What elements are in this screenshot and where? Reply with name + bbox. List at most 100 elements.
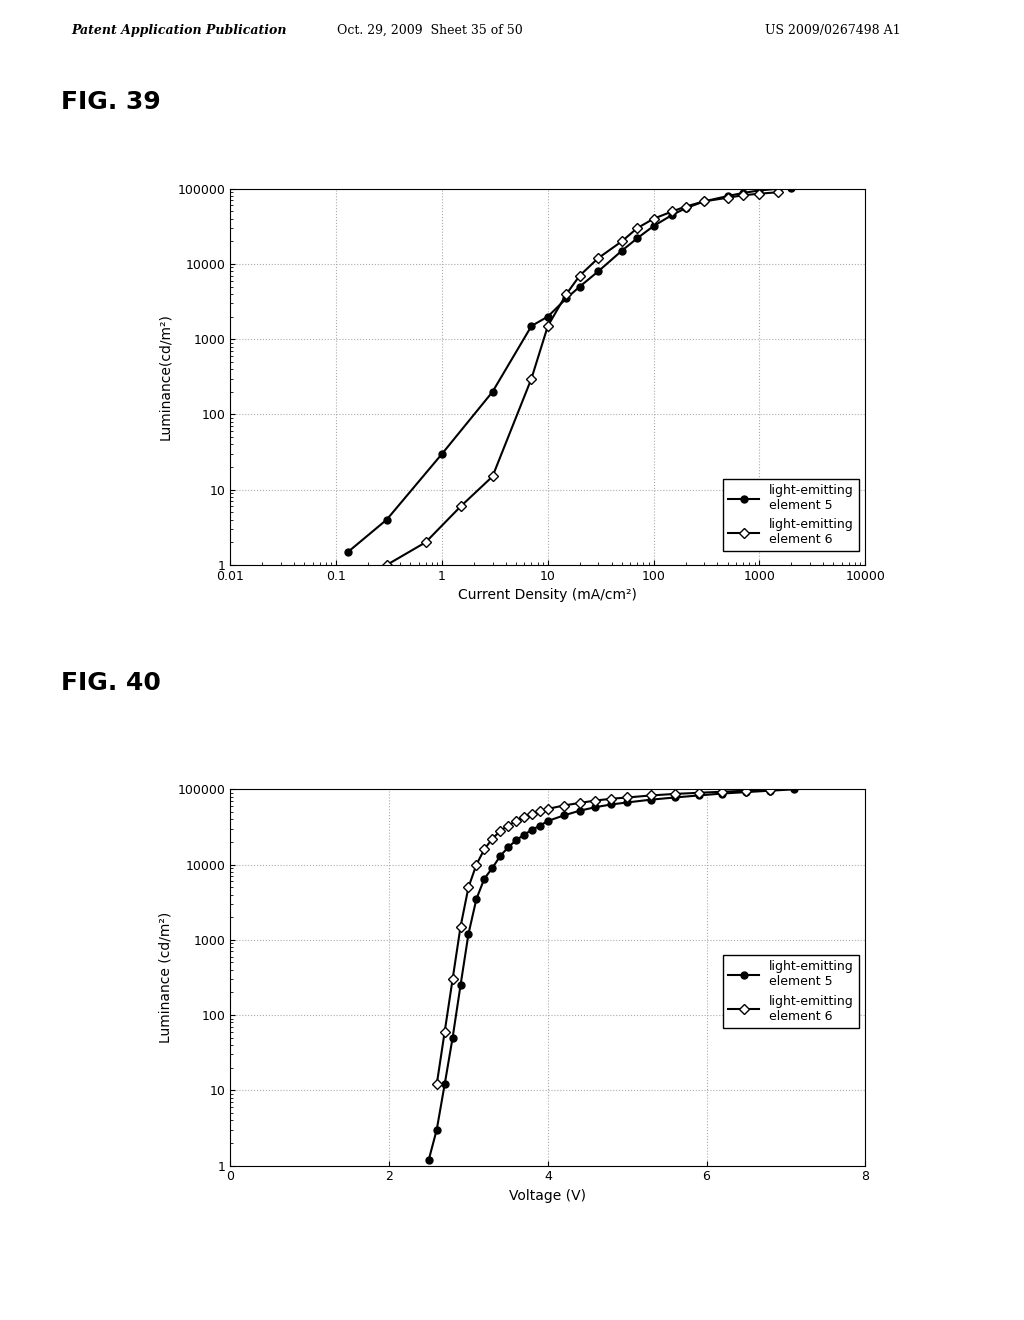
light-emitting
element 5 bbox=[560, 290, 572, 306]
light-emitting
element 5 bbox=[486, 861, 499, 876]
light-emitting
element 6 bbox=[486, 830, 499, 846]
light-emitting
element 5 bbox=[542, 813, 554, 829]
light-emitting
element 6 bbox=[502, 817, 514, 833]
light-emitting
element 5 bbox=[495, 849, 507, 865]
light-emitting
element 6 bbox=[631, 220, 643, 236]
light-emitting
element 5 bbox=[436, 446, 449, 462]
light-emitting
element 5 bbox=[605, 796, 617, 812]
light-emitting
element 5 bbox=[679, 201, 691, 216]
light-emitting
element 6 bbox=[557, 797, 569, 813]
light-emitting
element 5 bbox=[470, 891, 482, 907]
light-emitting
element 5 bbox=[526, 822, 539, 838]
light-emitting
element 5 bbox=[772, 181, 784, 197]
light-emitting
element 5 bbox=[463, 925, 475, 941]
light-emitting
element 6 bbox=[526, 807, 539, 822]
light-emitting
element 5 bbox=[621, 795, 633, 810]
light-emitting
element 5 bbox=[573, 803, 586, 818]
light-emitting
element 6 bbox=[679, 198, 691, 214]
light-emitting
element 5 bbox=[740, 784, 753, 800]
light-emitting
element 6 bbox=[764, 783, 776, 799]
light-emitting
element 6 bbox=[722, 190, 734, 206]
light-emitting
element 6 bbox=[560, 286, 572, 302]
light-emitting
element 5 bbox=[502, 840, 514, 855]
light-emitting
element 6 bbox=[510, 813, 522, 829]
light-emitting
element 5 bbox=[423, 1151, 435, 1167]
X-axis label: Voltage (V): Voltage (V) bbox=[509, 1189, 587, 1203]
light-emitting
element 6 bbox=[486, 469, 499, 484]
light-emitting
element 5 bbox=[478, 871, 490, 887]
light-emitting
element 6 bbox=[698, 194, 711, 210]
light-emitting
element 5 bbox=[631, 230, 643, 246]
light-emitting
element 6 bbox=[542, 318, 554, 334]
light-emitting
element 6 bbox=[455, 919, 467, 935]
Y-axis label: Luminance (cd/m²): Luminance (cd/m²) bbox=[158, 912, 172, 1043]
light-emitting
element 5 bbox=[557, 808, 569, 824]
light-emitting
element 5 bbox=[692, 788, 705, 804]
light-emitting
element 5 bbox=[785, 181, 798, 197]
light-emitting
element 5 bbox=[722, 189, 734, 205]
light-emitting
element 6 bbox=[667, 203, 679, 219]
light-emitting
element 5 bbox=[525, 318, 538, 334]
Line: light-emitting
element 5: light-emitting element 5 bbox=[345, 185, 795, 556]
Legend: light-emitting
element 5, light-emitting
element 6: light-emitting element 5, light-emitting… bbox=[723, 956, 859, 1028]
light-emitting
element 5 bbox=[592, 264, 604, 280]
Text: Oct. 29, 2009  Sheet 35 of 50: Oct. 29, 2009 Sheet 35 of 50 bbox=[337, 24, 523, 37]
light-emitting
element 5 bbox=[787, 781, 800, 797]
X-axis label: Current Density (mA/cm²): Current Density (mA/cm²) bbox=[459, 589, 637, 602]
light-emitting
element 5 bbox=[518, 826, 530, 842]
light-emitting
element 6 bbox=[754, 186, 766, 202]
Text: Patent Application Publication: Patent Application Publication bbox=[72, 24, 287, 37]
light-emitting
element 5 bbox=[430, 1122, 442, 1138]
light-emitting
element 6 bbox=[438, 1024, 451, 1040]
light-emitting
element 5 bbox=[446, 1030, 459, 1045]
light-emitting
element 5 bbox=[737, 185, 750, 201]
light-emitting
element 5 bbox=[573, 279, 586, 294]
Legend: light-emitting
element 5, light-emitting
element 6: light-emitting element 5, light-emitting… bbox=[723, 479, 859, 552]
light-emitting
element 5 bbox=[455, 977, 467, 993]
light-emitting
element 6 bbox=[737, 187, 750, 203]
Line: light-emitting
element 6: light-emitting element 6 bbox=[433, 787, 773, 1088]
light-emitting
element 6 bbox=[463, 879, 475, 895]
light-emitting
element 5 bbox=[667, 207, 679, 223]
light-emitting
element 6 bbox=[455, 499, 467, 515]
light-emitting
element 6 bbox=[420, 535, 432, 550]
light-emitting
element 5 bbox=[754, 182, 766, 198]
light-emitting
element 6 bbox=[381, 557, 393, 573]
light-emitting
element 6 bbox=[518, 809, 530, 825]
light-emitting
element 5 bbox=[645, 792, 657, 808]
light-emitting
element 5 bbox=[615, 243, 628, 259]
light-emitting
element 6 bbox=[692, 785, 705, 801]
light-emitting
element 5 bbox=[342, 544, 354, 560]
light-emitting
element 5 bbox=[486, 384, 499, 400]
Text: FIG. 39: FIG. 39 bbox=[61, 90, 161, 115]
light-emitting
element 6 bbox=[478, 841, 490, 857]
Line: light-emitting
element 6: light-emitting element 6 bbox=[383, 189, 781, 569]
light-emitting
element 5 bbox=[438, 1076, 451, 1092]
light-emitting
element 6 bbox=[740, 783, 753, 799]
light-emitting
element 6 bbox=[717, 784, 729, 800]
light-emitting
element 5 bbox=[717, 785, 729, 801]
light-emitting
element 6 bbox=[621, 789, 633, 805]
light-emitting
element 6 bbox=[605, 791, 617, 807]
light-emitting
element 6 bbox=[772, 185, 784, 201]
light-emitting
element 6 bbox=[592, 249, 604, 265]
light-emitting
element 6 bbox=[573, 795, 586, 810]
light-emitting
element 5 bbox=[647, 218, 659, 234]
light-emitting
element 5 bbox=[698, 194, 711, 210]
light-emitting
element 6 bbox=[534, 804, 546, 820]
light-emitting
element 6 bbox=[647, 211, 659, 227]
light-emitting
element 6 bbox=[495, 824, 507, 840]
light-emitting
element 5 bbox=[590, 799, 602, 814]
light-emitting
element 6 bbox=[446, 972, 459, 987]
light-emitting
element 6 bbox=[615, 234, 628, 249]
light-emitting
element 6 bbox=[470, 857, 482, 873]
light-emitting
element 6 bbox=[590, 792, 602, 808]
Y-axis label: Luminance(cd/m²): Luminance(cd/m²) bbox=[158, 313, 172, 441]
light-emitting
element 6 bbox=[525, 371, 538, 387]
light-emitting
element 6 bbox=[645, 788, 657, 804]
light-emitting
element 6 bbox=[542, 801, 554, 817]
Line: light-emitting
element 5: light-emitting element 5 bbox=[425, 785, 798, 1163]
light-emitting
element 6 bbox=[430, 1076, 442, 1092]
light-emitting
element 5 bbox=[381, 512, 393, 528]
light-emitting
element 5 bbox=[510, 833, 522, 849]
